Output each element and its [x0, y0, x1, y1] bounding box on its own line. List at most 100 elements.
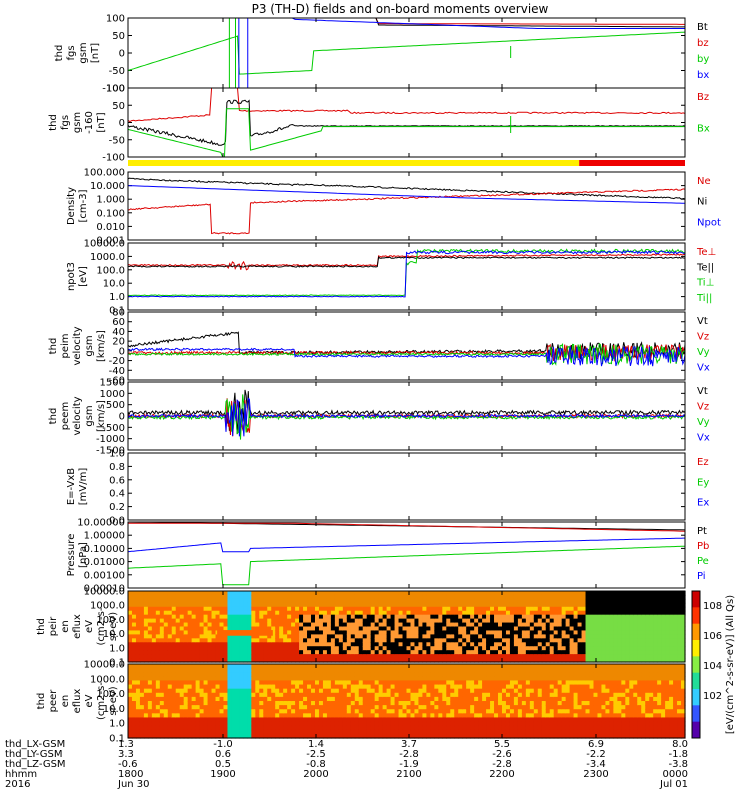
spec-cell: [223, 676, 229, 682]
spec-cell: [422, 684, 427, 690]
spec-cell: [438, 606, 443, 612]
spec-cell: [629, 614, 634, 620]
spec-cell: [223, 642, 229, 647]
spec-cell: [394, 610, 400, 616]
spec-cell: [330, 658, 336, 663]
spec-cell: [334, 709, 340, 714]
spec-cell: [390, 668, 396, 673]
spec-cell: [139, 618, 145, 624]
spec-cell: [553, 676, 559, 682]
spec-cell: [486, 668, 491, 673]
spec-cell: [342, 614, 348, 620]
spec-cell: [573, 614, 579, 620]
spec-cell: [231, 725, 237, 731]
spec-cell: [430, 602, 435, 608]
spec-cell: [263, 725, 268, 731]
spec-cell: [354, 614, 360, 620]
spec-cell: [251, 594, 256, 600]
spec-cell: [175, 733, 181, 739]
spec-cell: [215, 634, 221, 639]
spec-cell: [585, 650, 591, 655]
spec-cell: [629, 602, 634, 608]
spec-cell: [458, 676, 463, 682]
spec-cell: [191, 725, 197, 731]
spec-cell: [378, 602, 384, 608]
spec-cell: [537, 696, 543, 702]
spec-cell: [394, 626, 400, 632]
spec-cell: [318, 664, 324, 669]
spec-cell: [498, 701, 503, 706]
spec-cell: [418, 729, 424, 735]
spec-cell: [342, 725, 348, 731]
spec-cell: [191, 676, 197, 682]
series-pe: [127, 545, 685, 586]
spec-cell: [633, 614, 638, 620]
spec-cell: [474, 676, 479, 682]
spec-cell: [553, 725, 559, 731]
spec-cell: [191, 684, 197, 690]
spec-cell: [199, 594, 205, 600]
spec-cell: [195, 658, 201, 663]
spec-cell: [474, 618, 479, 624]
spec-cell: [458, 709, 463, 714]
spec-cell: [661, 626, 666, 632]
spec-cell: [271, 622, 276, 628]
spec-cell: [322, 701, 328, 706]
spec-cell: [131, 721, 137, 727]
spec-cell: [251, 606, 256, 612]
spec-cell: [418, 594, 424, 600]
spec-cell: [450, 630, 455, 635]
spec-cell: [155, 668, 161, 673]
spec-cell: [147, 606, 153, 612]
spec-cell: [557, 672, 563, 677]
spec-cell: [275, 638, 280, 643]
spec-cell: [665, 594, 670, 600]
spec-cell: [442, 622, 447, 628]
spec-cell: [275, 701, 280, 706]
spec-cell: [215, 622, 221, 628]
spec-cell: [342, 630, 348, 635]
spec-cell: [513, 650, 519, 655]
spec-cell: [434, 692, 439, 698]
spec-cell: [549, 618, 555, 624]
spec-cell: [163, 721, 169, 727]
spec-cell: [398, 733, 404, 739]
spec-cell: [342, 705, 348, 710]
spec-cell: [549, 650, 555, 655]
spec-cell: [486, 610, 491, 616]
spec-cell: [386, 668, 392, 673]
spec-cell: [589, 658, 595, 663]
spec-cell: [637, 654, 642, 659]
spec-cell: [478, 705, 483, 710]
spec-cell: [131, 696, 137, 702]
spec-cell: [529, 672, 535, 677]
spec-cell: [275, 610, 280, 616]
spec-cell: [553, 696, 559, 702]
spec-cell: [243, 709, 248, 714]
spec-cell: [223, 729, 229, 735]
spec-cell: [589, 610, 595, 616]
spec-cell: [330, 672, 336, 677]
spec-cell: [239, 591, 244, 596]
spec-cell: [143, 654, 149, 659]
spec-cell: [231, 692, 237, 698]
spec-cell: [275, 705, 280, 710]
spec-cell: [458, 733, 463, 739]
spec-cell: [155, 618, 161, 624]
spec-cell: [358, 664, 364, 669]
spec-cell: [167, 591, 173, 596]
spec-cell: [577, 618, 583, 624]
spec-cell: [350, 606, 356, 612]
spec-cell: [438, 646, 443, 651]
spec-cell: [478, 729, 483, 735]
spec-cell: [350, 650, 356, 655]
spec-cell: [235, 684, 240, 690]
spec-cell: [326, 705, 332, 710]
spec-cell: [645, 594, 650, 600]
spec-cell: [275, 692, 280, 698]
spec-cell: [474, 668, 479, 673]
spec-cell: [466, 626, 471, 632]
spec-cell: [486, 614, 491, 620]
spec-cell: [525, 701, 531, 706]
